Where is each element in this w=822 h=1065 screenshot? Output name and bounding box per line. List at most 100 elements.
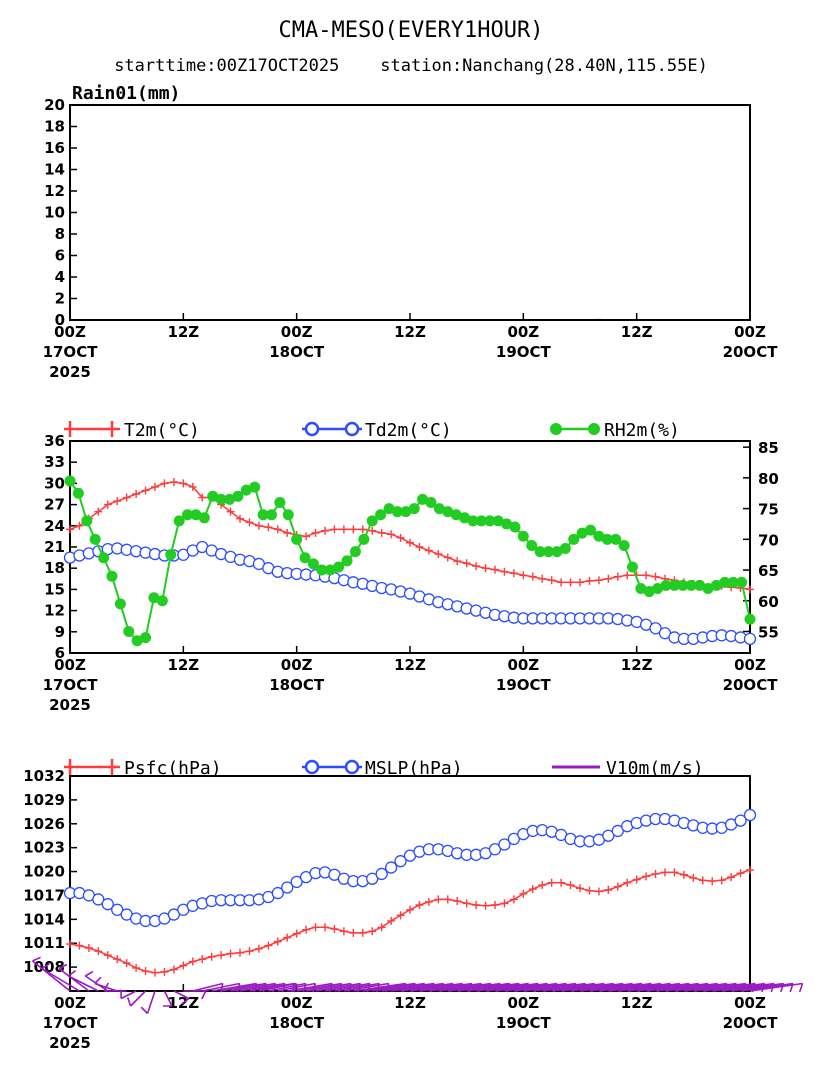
legend-v10m: V10m(m/s) xyxy=(552,758,704,779)
temp-ytick-label: 9 xyxy=(55,623,65,641)
rh2m-point xyxy=(694,579,706,591)
temp-xtick-label: 20OCT xyxy=(723,676,779,694)
temp-xtick-label: 19OCT xyxy=(496,676,552,694)
rain-bar xyxy=(595,318,602,320)
mslp-point xyxy=(92,893,105,906)
t2m-point xyxy=(160,479,169,488)
t2m-point xyxy=(528,572,537,581)
psfc-point xyxy=(642,872,651,881)
rh2m-point xyxy=(467,515,479,527)
rain-ytick-label: 2 xyxy=(55,290,65,308)
press-plot-frame xyxy=(69,775,751,992)
t2m-point xyxy=(75,521,84,530)
psfc-point xyxy=(207,952,216,961)
rain-xtick-label: 2025 xyxy=(49,363,91,381)
t2m-point xyxy=(330,525,339,534)
td2m-point xyxy=(743,632,757,646)
psfc-line xyxy=(69,869,751,974)
rh2m-point xyxy=(383,503,395,515)
rh2m-point xyxy=(559,543,571,555)
rain-ytick-label: 0 xyxy=(55,311,65,329)
psfc-point xyxy=(651,869,660,878)
psfc-point xyxy=(736,869,745,878)
temp-xtick-label: 12Z xyxy=(394,656,426,674)
rh2m-point xyxy=(349,546,361,558)
t2m-point xyxy=(94,507,103,516)
press-xtick-label: 17OCT xyxy=(43,1014,99,1032)
press-xtick-label: 00Z xyxy=(54,994,86,1012)
press-xtick-label: 00Z xyxy=(281,994,313,1012)
rain-x-ticks: 00Z 17OCT 2025 12Z 00Z 18OCT 12Z 00Z 19OCT 12Z 00Z… xyxy=(43,313,778,381)
rh2m-point xyxy=(584,524,596,536)
mslp-line xyxy=(70,814,751,922)
rh-ytick-label: 65 xyxy=(758,562,779,580)
rh-ytick-label: 60 xyxy=(758,593,779,611)
rh2m-point xyxy=(324,564,336,576)
psfc-point xyxy=(415,901,424,909)
psfc-point xyxy=(453,897,462,906)
t2m-point xyxy=(613,572,622,581)
psfc-point xyxy=(689,873,698,882)
psfc-point xyxy=(368,927,377,936)
t2m-point xyxy=(377,528,386,537)
psfc-point xyxy=(576,884,584,893)
t2m-point xyxy=(254,521,263,530)
psfc-point xyxy=(264,941,273,950)
rh2m-point xyxy=(64,475,76,487)
psfc-point xyxy=(566,881,575,890)
rh2m-point xyxy=(114,598,126,610)
psfc-point xyxy=(491,901,499,909)
t2m-point xyxy=(103,500,112,509)
mslp-point xyxy=(271,886,284,900)
t2m-point xyxy=(321,526,329,535)
rain-ytick-label: 4 xyxy=(55,268,65,286)
rh2m-point xyxy=(660,579,672,591)
psfc-point xyxy=(321,923,329,932)
series-psfc xyxy=(66,865,754,977)
rh2m-point xyxy=(391,506,403,518)
temp-xtick-label: 00Z xyxy=(507,656,539,674)
psfc-point xyxy=(613,882,622,891)
rain-axis-label: Rain01(mm) xyxy=(72,83,180,104)
rh-ytick-label: 75 xyxy=(758,501,779,519)
psfc-point xyxy=(670,868,679,877)
t2m-point xyxy=(424,546,433,555)
mslp-point xyxy=(734,814,747,827)
t2m-point xyxy=(594,576,603,585)
t2m-point xyxy=(519,571,528,580)
rh2m-point xyxy=(274,496,286,508)
press-xtick-label: 20OCT xyxy=(723,1014,779,1032)
temp-xtick-label: 00Z xyxy=(54,656,86,674)
psfc-point xyxy=(84,944,93,952)
mslp-point xyxy=(111,903,124,916)
rh2m-point xyxy=(182,509,194,521)
t2m-point xyxy=(311,528,320,537)
psfc-point xyxy=(717,876,726,885)
t2m-point xyxy=(509,569,518,578)
rh-ytick-label: 85 xyxy=(758,439,779,457)
wind-barb xyxy=(173,990,190,1005)
temp-ytick-label: 27 xyxy=(44,496,65,514)
rh2m-point xyxy=(677,579,689,591)
psfc-point xyxy=(585,886,594,895)
rh2m-point xyxy=(224,493,236,505)
psfc-point xyxy=(358,928,367,937)
rh2m-point xyxy=(165,549,177,561)
rh2m-point xyxy=(610,533,622,545)
psfc-point xyxy=(141,967,150,976)
press-ytick-label: 1011 xyxy=(23,934,65,952)
t2m-point xyxy=(651,572,660,581)
psfc-point xyxy=(179,961,188,970)
t2m-point xyxy=(349,525,358,534)
rh2m-point xyxy=(173,515,185,527)
rain-xtick-label: 00Z xyxy=(54,323,86,341)
rh2m-point xyxy=(643,586,655,598)
t2m-point xyxy=(302,532,311,541)
t2m-point xyxy=(396,533,405,542)
t2m-point xyxy=(415,543,424,551)
pressure-panel: Psfc(hPa) MSLP(hPa) V10m(m/s) 1008101110… xyxy=(23,758,804,1052)
t2m-point xyxy=(585,576,594,585)
rh2m-point xyxy=(685,579,697,591)
rh2m-point xyxy=(517,530,529,542)
